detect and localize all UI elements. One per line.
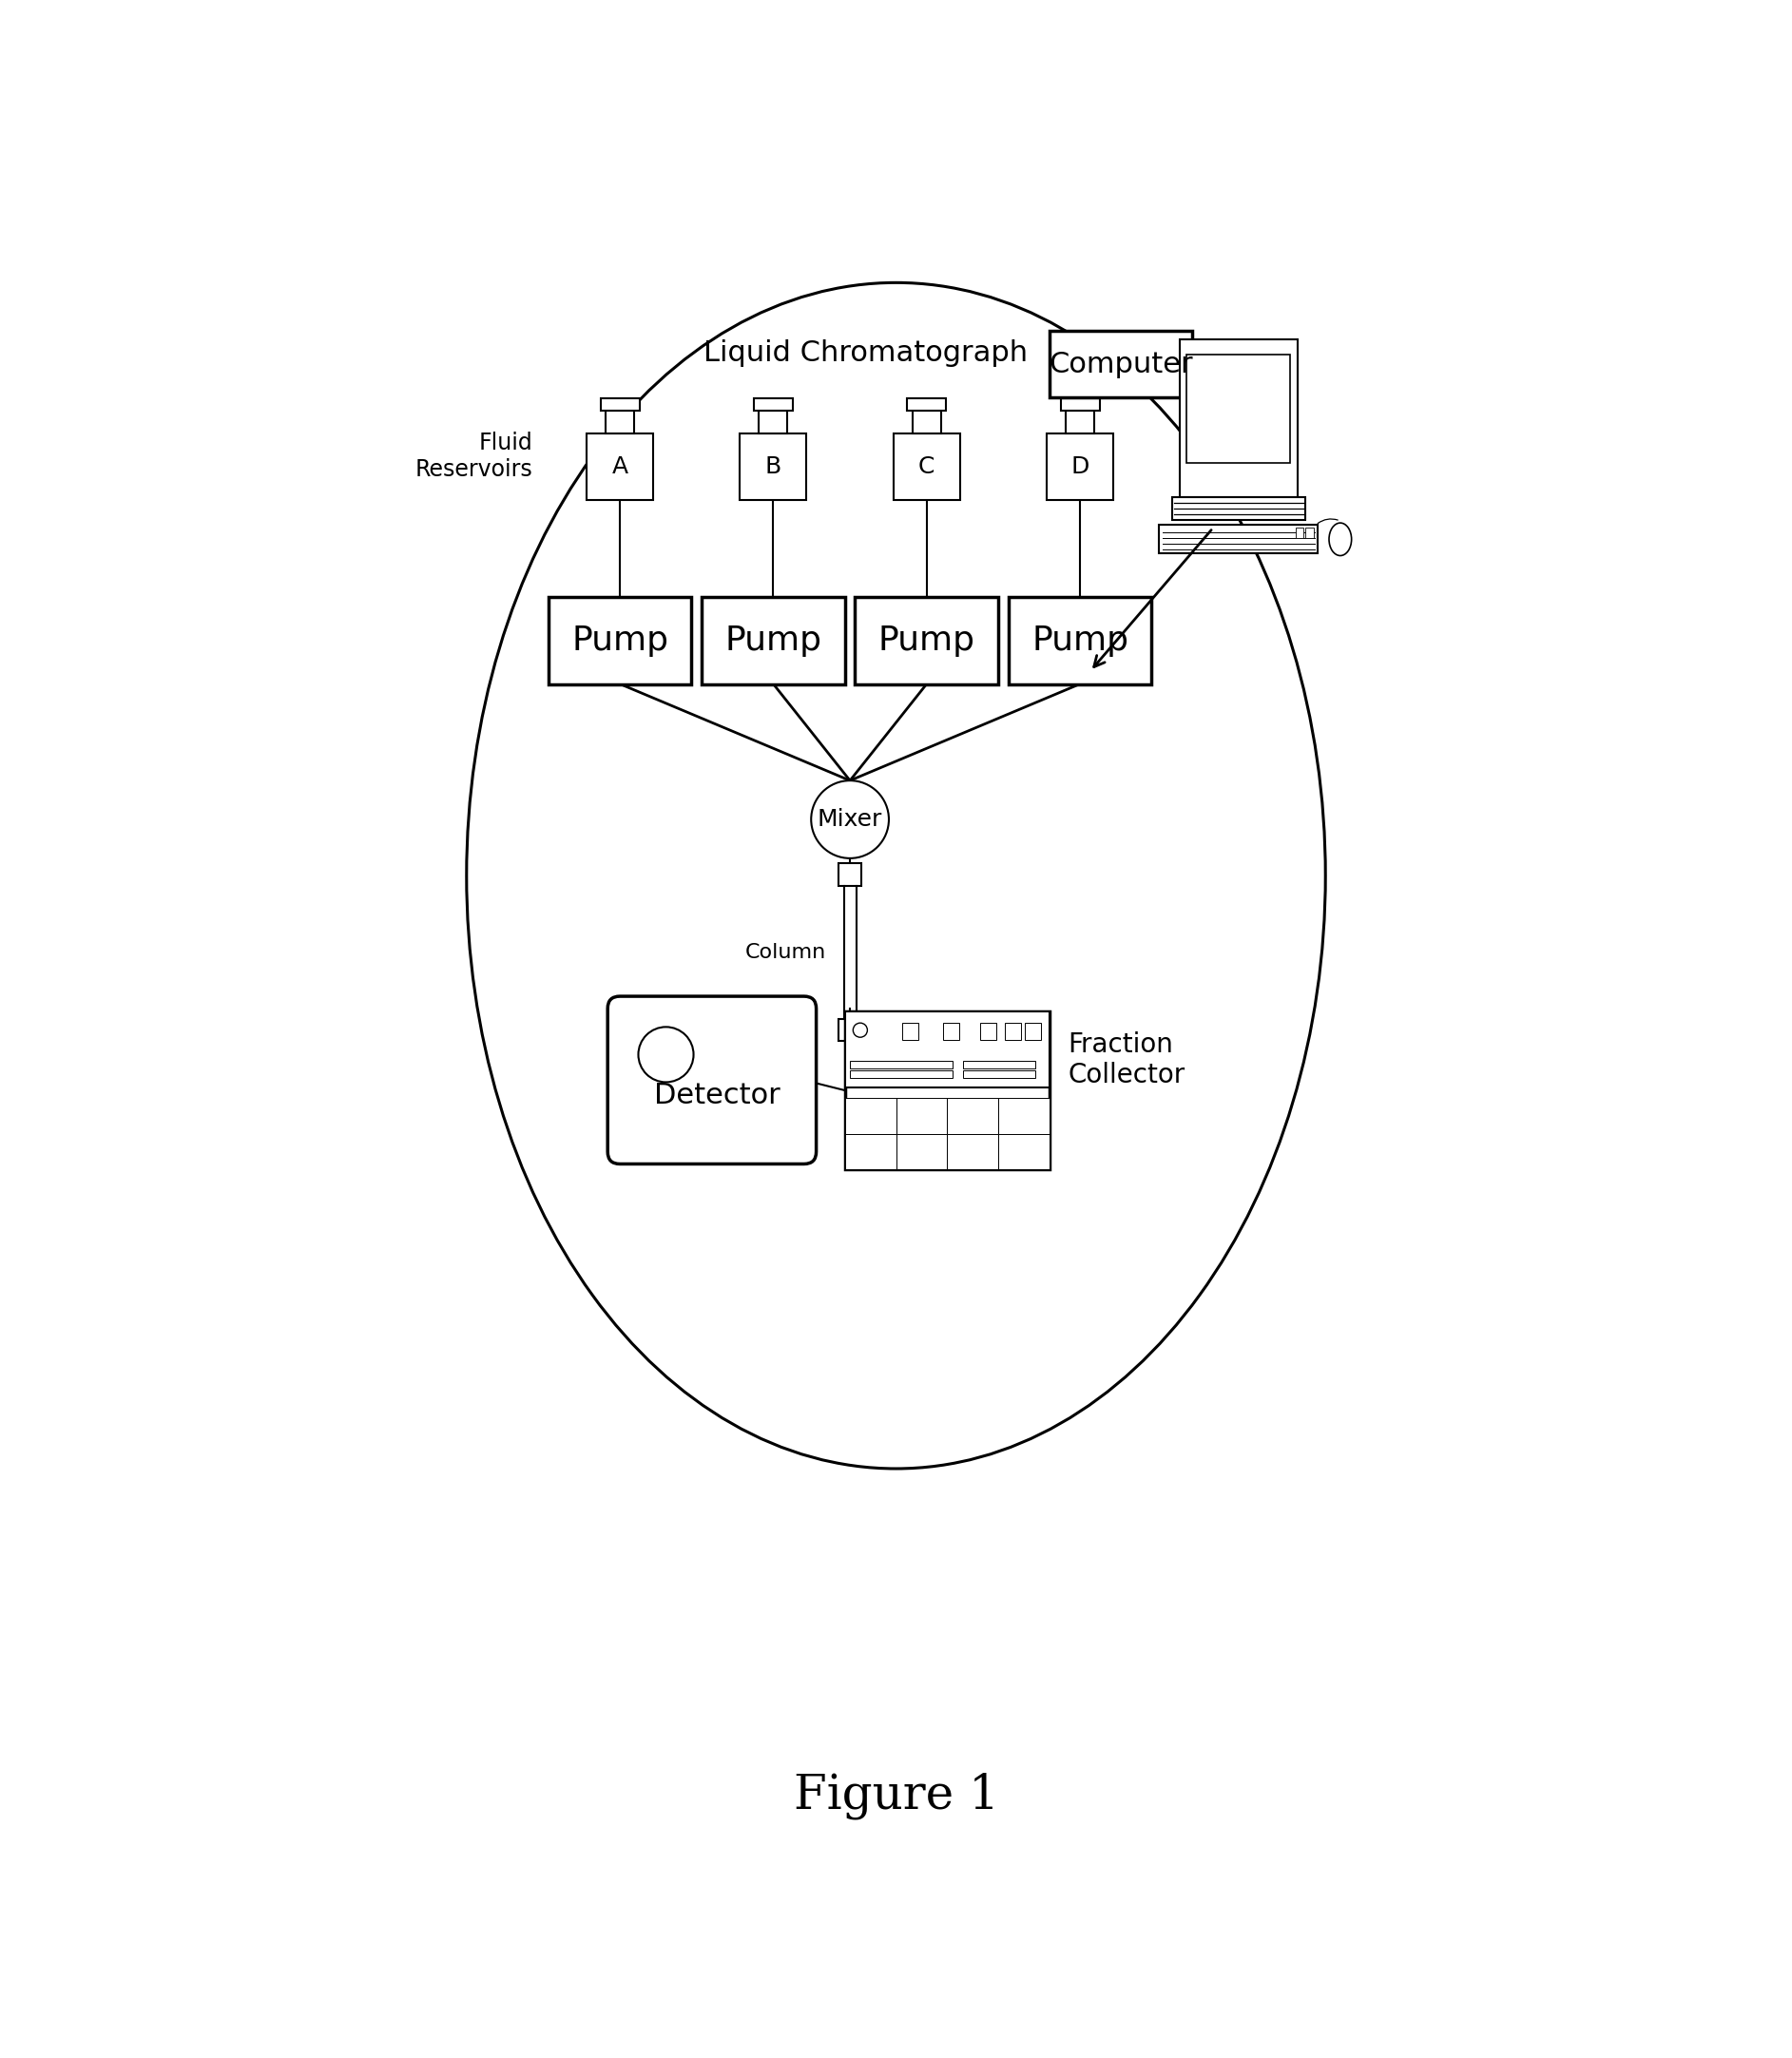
FancyBboxPatch shape	[1061, 399, 1100, 412]
FancyBboxPatch shape	[1159, 525, 1317, 554]
FancyBboxPatch shape	[606, 412, 634, 434]
Circle shape	[812, 780, 889, 858]
Text: C: C	[919, 455, 935, 477]
FancyBboxPatch shape	[1025, 1023, 1041, 1039]
FancyBboxPatch shape	[901, 1023, 919, 1039]
FancyBboxPatch shape	[964, 1070, 1036, 1078]
FancyBboxPatch shape	[1050, 331, 1192, 397]
FancyBboxPatch shape	[1296, 527, 1303, 537]
FancyBboxPatch shape	[896, 1134, 948, 1169]
FancyBboxPatch shape	[844, 1099, 896, 1134]
Text: Fluid
Reservoirs: Fluid Reservoirs	[416, 432, 532, 482]
FancyBboxPatch shape	[548, 597, 692, 683]
Text: D: D	[1072, 455, 1090, 477]
FancyBboxPatch shape	[980, 1023, 996, 1039]
FancyBboxPatch shape	[948, 1099, 998, 1134]
FancyBboxPatch shape	[839, 864, 862, 885]
FancyBboxPatch shape	[600, 399, 640, 412]
FancyBboxPatch shape	[607, 996, 815, 1165]
FancyBboxPatch shape	[844, 1010, 1050, 1169]
FancyBboxPatch shape	[702, 597, 844, 683]
FancyBboxPatch shape	[839, 1019, 862, 1041]
Text: B: B	[765, 455, 781, 477]
FancyBboxPatch shape	[1009, 597, 1152, 683]
FancyBboxPatch shape	[1179, 340, 1297, 498]
FancyBboxPatch shape	[948, 1134, 998, 1169]
FancyBboxPatch shape	[754, 399, 792, 412]
Text: Computer: Computer	[1048, 350, 1193, 379]
Text: Fraction
Collector: Fraction Collector	[1068, 1031, 1185, 1089]
Text: Liquid Chromatograph: Liquid Chromatograph	[702, 340, 1027, 366]
FancyBboxPatch shape	[894, 434, 961, 500]
FancyBboxPatch shape	[586, 434, 652, 500]
FancyBboxPatch shape	[760, 412, 788, 434]
FancyBboxPatch shape	[896, 1099, 948, 1134]
FancyBboxPatch shape	[844, 1010, 1050, 1087]
FancyBboxPatch shape	[855, 597, 998, 683]
FancyBboxPatch shape	[912, 412, 941, 434]
FancyBboxPatch shape	[1066, 412, 1095, 434]
Text: Mixer: Mixer	[817, 809, 882, 831]
Text: Column: Column	[745, 943, 826, 961]
FancyBboxPatch shape	[1047, 434, 1113, 500]
Text: Pump: Pump	[724, 624, 823, 657]
FancyBboxPatch shape	[844, 1134, 896, 1169]
FancyBboxPatch shape	[740, 434, 806, 500]
Text: Detector: Detector	[654, 1083, 780, 1109]
FancyBboxPatch shape	[907, 399, 946, 412]
FancyBboxPatch shape	[1172, 498, 1305, 521]
FancyBboxPatch shape	[849, 1060, 952, 1068]
FancyBboxPatch shape	[1186, 354, 1290, 463]
FancyBboxPatch shape	[998, 1134, 1050, 1169]
FancyBboxPatch shape	[1004, 1023, 1021, 1039]
FancyBboxPatch shape	[964, 1060, 1036, 1068]
Text: Figure 1: Figure 1	[794, 1772, 998, 1819]
Text: Pump: Pump	[572, 624, 668, 657]
Text: Pump: Pump	[1032, 624, 1129, 657]
FancyBboxPatch shape	[998, 1099, 1050, 1134]
FancyBboxPatch shape	[849, 1070, 952, 1078]
Text: A: A	[611, 455, 627, 477]
FancyBboxPatch shape	[1306, 527, 1314, 537]
FancyBboxPatch shape	[943, 1023, 959, 1039]
Text: Pump: Pump	[878, 624, 975, 657]
